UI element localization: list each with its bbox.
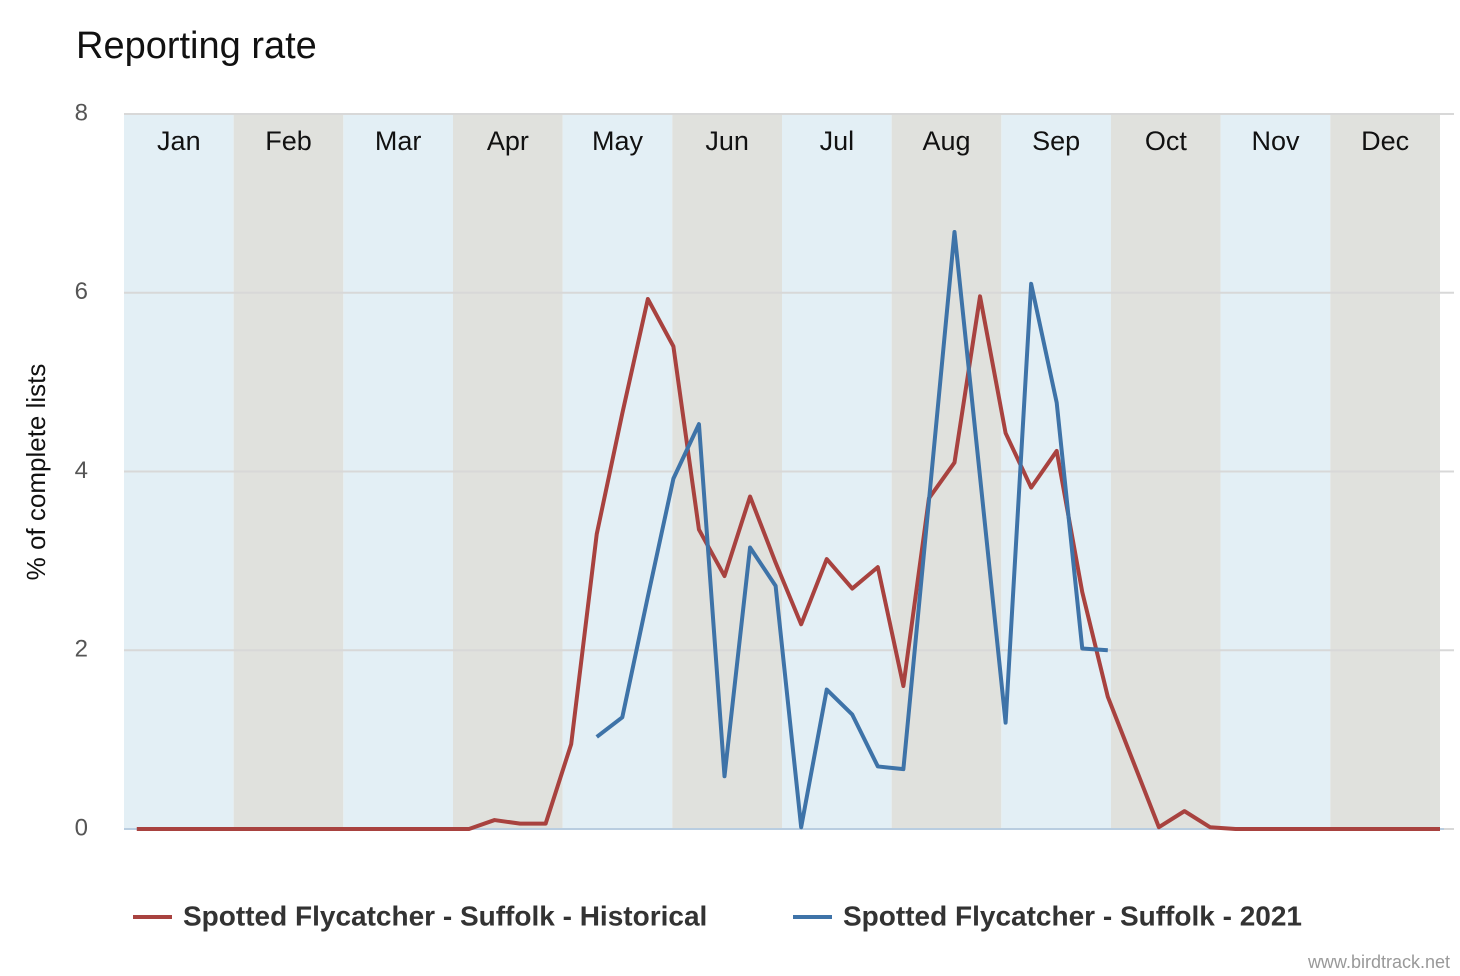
month-label: Mar bbox=[375, 126, 422, 156]
month-label: Apr bbox=[487, 126, 529, 156]
y-tick-label: 6 bbox=[75, 278, 88, 305]
month-label: Dec bbox=[1361, 126, 1409, 156]
month-label: Aug bbox=[922, 126, 970, 156]
series-line bbox=[595, 229, 1108, 830]
month-label: Jan bbox=[157, 126, 201, 156]
month-label: Jul bbox=[820, 126, 855, 156]
month-label: Sep bbox=[1032, 126, 1080, 156]
y-tick-label: 2 bbox=[75, 636, 88, 663]
month-label: Feb bbox=[265, 126, 312, 156]
month-label: Oct bbox=[1145, 126, 1188, 156]
series-line bbox=[136, 294, 1440, 831]
y-tick-label: 8 bbox=[75, 99, 88, 126]
month-label: Jun bbox=[705, 126, 749, 156]
y-axis-label: % of complete lists bbox=[21, 364, 51, 581]
y-tick-label: 0 bbox=[75, 814, 88, 841]
month-label: Nov bbox=[1251, 126, 1300, 156]
month-label: May bbox=[592, 126, 644, 156]
source: www.birdtrack.net bbox=[1307, 952, 1450, 972]
chart-title: Reporting rate bbox=[76, 25, 317, 67]
legend-label: Spotted Flycatcher - Suffolk - 2021 bbox=[843, 900, 1302, 931]
legend-label: Spotted Flycatcher - Suffolk - Historica… bbox=[183, 900, 707, 931]
y-tick-label: 4 bbox=[75, 457, 88, 484]
